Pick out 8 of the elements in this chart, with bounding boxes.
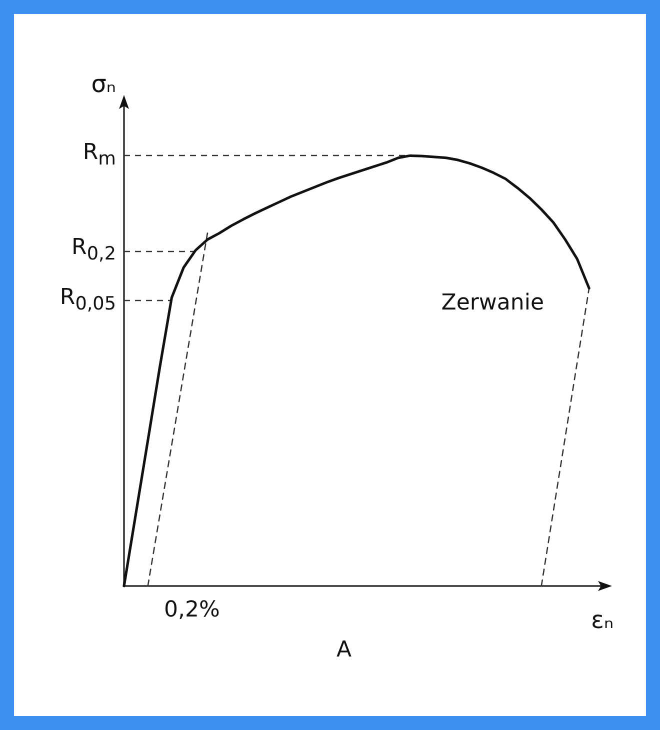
ref-line-label: R$_{0,2}$ — [72, 235, 116, 267]
annotation: Zerwanie — [441, 290, 544, 316]
ref-line-label: R$_{m}$ — [82, 140, 116, 172]
x-axis-title: εₙ — [591, 606, 614, 634]
text: 0,2% — [164, 598, 220, 622]
text: A — [336, 638, 352, 662]
y-axis-title: σₙ — [91, 70, 116, 98]
ref-line-label: R$_{0,05}$ — [60, 284, 116, 316]
